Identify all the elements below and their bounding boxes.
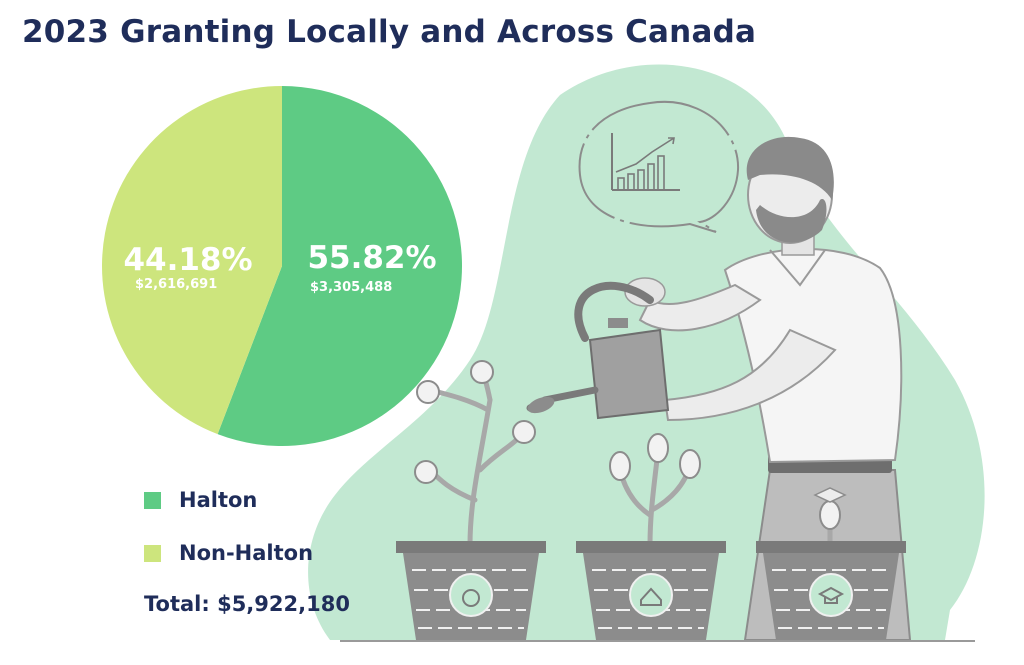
house-buds <box>609 433 701 481</box>
pie-slice-halton <box>217 86 462 447</box>
apple-fruits <box>414 360 536 484</box>
legend-swatch-non-halton <box>144 544 161 562</box>
pot-apple <box>396 541 546 640</box>
legend-label-non-halton: Non-Halton <box>179 541 314 565</box>
legend-item-halton: Halton <box>144 488 257 512</box>
watering-can-icon <box>526 281 670 420</box>
house-icon <box>640 587 662 606</box>
total-amount: Total: $5,922,180 <box>144 592 350 616</box>
pie-label-halton-percent: 55.82% <box>307 240 436 276</box>
pot-house <box>576 541 726 640</box>
pie-slice-non-halton <box>101 86 282 435</box>
cap-plant <box>813 487 847 548</box>
legend-label-halton: Halton <box>179 488 258 512</box>
pie-label-non-halton-amount: $2,616,691 <box>135 277 217 292</box>
graduation-cap-icon <box>817 586 845 604</box>
legend-item-non-halton: Non-Halton <box>144 541 313 565</box>
pie-label-halton-amount: $3,305,488 <box>310 280 392 295</box>
pie-label-non-halton-percent: 44.18% <box>123 242 252 278</box>
legend-swatch-halton <box>144 491 161 509</box>
apple-icon <box>462 589 480 607</box>
chart-bubble-icon <box>578 100 740 233</box>
pot-cap <box>756 541 906 640</box>
page-title: 2023 Granting Locally and Across Canada <box>22 14 757 50</box>
